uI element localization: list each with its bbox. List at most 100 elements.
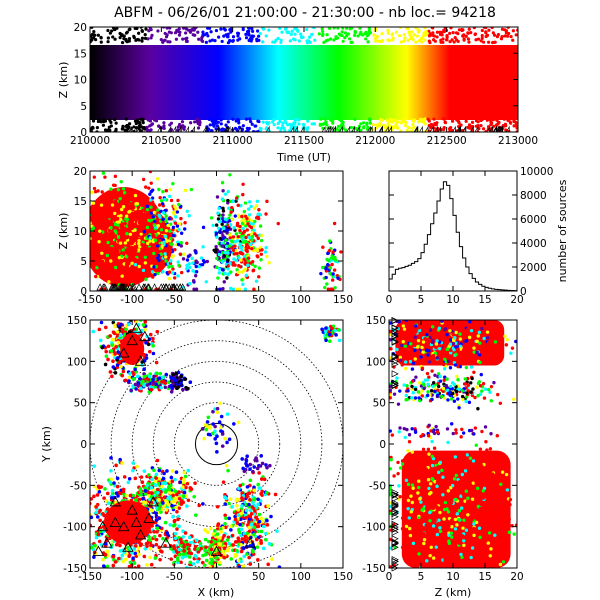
source-point bbox=[156, 208, 160, 212]
source-point bbox=[92, 175, 97, 179]
source-point bbox=[414, 472, 418, 476]
source-point bbox=[406, 125, 410, 130]
source-point bbox=[226, 32, 230, 36]
source-point bbox=[135, 236, 139, 240]
source-point bbox=[244, 508, 249, 513]
source-point bbox=[221, 206, 225, 210]
source-point bbox=[482, 361, 486, 365]
source-point bbox=[251, 222, 255, 226]
source-point bbox=[91, 119, 96, 123]
source-point bbox=[156, 271, 160, 276]
ground-strike-marker bbox=[355, 125, 360, 133]
source-point bbox=[465, 486, 470, 490]
source-point bbox=[470, 497, 475, 501]
source-point bbox=[113, 370, 118, 375]
source-point bbox=[400, 527, 405, 531]
ground-strike-marker bbox=[129, 125, 133, 133]
source-point bbox=[476, 123, 480, 128]
source-point bbox=[145, 544, 149, 548]
source-point bbox=[220, 444, 225, 448]
source-point bbox=[128, 371, 132, 376]
source-point bbox=[167, 484, 172, 489]
source-point bbox=[247, 525, 251, 530]
source-point bbox=[194, 27, 198, 30]
source-point bbox=[107, 280, 111, 284]
source-point bbox=[143, 261, 148, 265]
source-point bbox=[246, 263, 250, 267]
source-point bbox=[138, 543, 143, 548]
source-point bbox=[103, 315, 107, 319]
source-point bbox=[454, 481, 458, 486]
source-point bbox=[263, 250, 268, 254]
source-point bbox=[114, 127, 118, 131]
source-point bbox=[426, 353, 430, 357]
ground-strike-marker bbox=[496, 125, 501, 133]
source-point bbox=[325, 333, 329, 337]
x-y-panel: -150 -100 -50 0 50 100 150-150-100-50050100150… bbox=[40, 315, 353, 599]
source-point bbox=[213, 250, 218, 254]
source-point bbox=[244, 259, 248, 263]
source-point bbox=[264, 246, 268, 250]
y-tick-label: 0 bbox=[80, 127, 87, 139]
source-point bbox=[259, 252, 264, 257]
source-point bbox=[476, 37, 481, 41]
source-point bbox=[430, 477, 435, 481]
time-height-panel: 210000 210500 211000 211500 212000 212500 2130… bbox=[57, 22, 538, 164]
source-point bbox=[187, 555, 192, 559]
source-point bbox=[164, 372, 169, 377]
source-point bbox=[259, 238, 264, 243]
source-point bbox=[125, 197, 130, 201]
source-point bbox=[331, 256, 335, 261]
source-point bbox=[410, 483, 415, 487]
source-point bbox=[160, 230, 165, 235]
source-point bbox=[189, 28, 194, 32]
source-point bbox=[481, 523, 485, 527]
x-tick-label: -100 bbox=[120, 294, 144, 306]
source-point bbox=[310, 122, 314, 126]
source-point bbox=[191, 269, 195, 273]
source-point bbox=[107, 262, 112, 267]
source-point bbox=[170, 499, 174, 504]
source-point bbox=[427, 39, 431, 43]
source-point bbox=[294, 117, 298, 121]
source-point bbox=[547, 584, 550, 587]
source-point bbox=[301, 35, 305, 39]
source-point bbox=[255, 29, 260, 33]
y-tick-label: 100 bbox=[67, 356, 87, 368]
source-point bbox=[122, 191, 127, 195]
source-point bbox=[191, 261, 195, 265]
source-point bbox=[319, 271, 323, 276]
source-point bbox=[452, 40, 456, 44]
source-point bbox=[142, 372, 146, 376]
source-point bbox=[146, 377, 151, 382]
source-point bbox=[243, 287, 248, 291]
source-point bbox=[417, 120, 421, 124]
source-point bbox=[234, 498, 239, 503]
source-point bbox=[228, 213, 232, 217]
source-point bbox=[450, 525, 454, 529]
source-point bbox=[170, 255, 175, 259]
source-point bbox=[216, 217, 221, 221]
source-point bbox=[95, 493, 100, 497]
source-point bbox=[440, 551, 445, 555]
source-point bbox=[488, 447, 493, 451]
source-point bbox=[133, 551, 138, 556]
source-point bbox=[497, 120, 501, 125]
source-point bbox=[251, 500, 255, 505]
source-point bbox=[233, 244, 237, 248]
source-point bbox=[324, 338, 328, 343]
source-point bbox=[109, 226, 113, 230]
source-point bbox=[435, 484, 439, 489]
source-point bbox=[403, 36, 407, 40]
source-point bbox=[100, 264, 105, 268]
source-point bbox=[484, 129, 488, 132]
source-point bbox=[213, 437, 218, 441]
source-point bbox=[154, 476, 158, 480]
source-point bbox=[327, 248, 332, 253]
source-point bbox=[102, 569, 106, 573]
source-point bbox=[433, 519, 437, 523]
source-point bbox=[227, 501, 231, 506]
ground-strike-marker bbox=[437, 125, 442, 133]
source-point bbox=[121, 559, 126, 564]
source-point bbox=[120, 461, 124, 465]
